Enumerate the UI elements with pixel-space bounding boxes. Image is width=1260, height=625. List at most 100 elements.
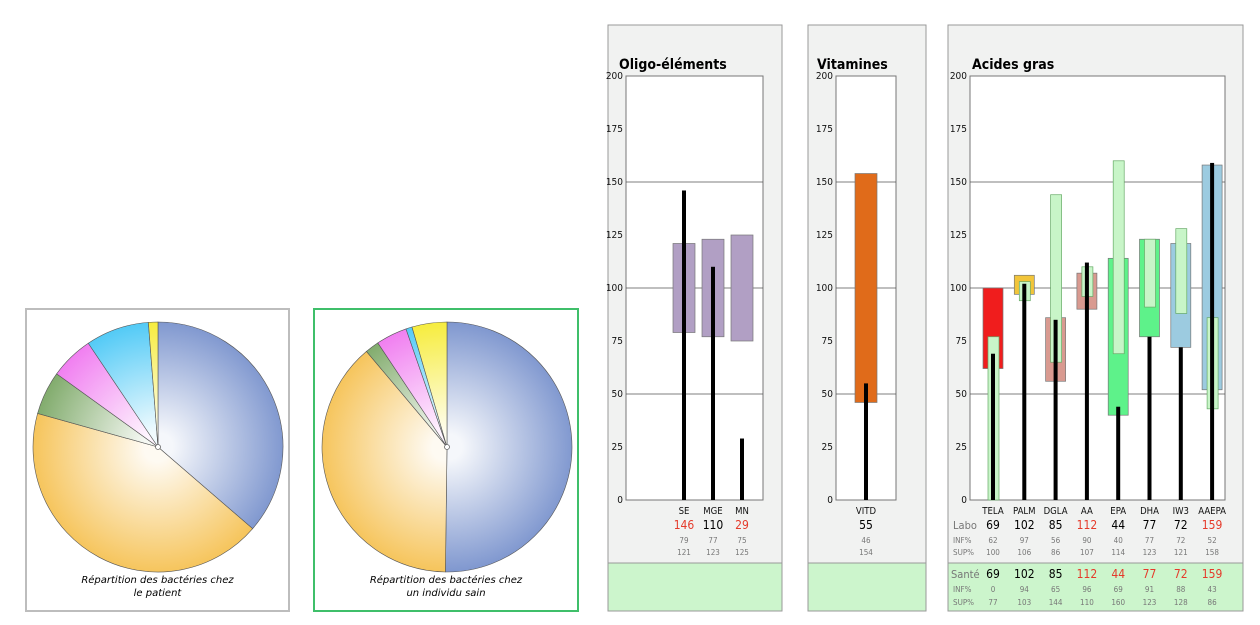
labo-value: 112 xyxy=(1077,518,1098,532)
panel-title: Oligo-éléments xyxy=(619,57,727,73)
pie-slice xyxy=(445,321,573,573)
labo-value: 29 xyxy=(735,518,749,532)
pie-caption-healthy: Répartition des bactéries chez un indivi… xyxy=(315,574,577,600)
sup-value: 123 xyxy=(706,548,720,557)
category-label: DGLA xyxy=(1044,506,1068,517)
panel-footer xyxy=(607,562,783,612)
pie-card-healthy: Répartition des bactéries chez un indivi… xyxy=(313,308,579,612)
sante-sup-value: 160 xyxy=(1111,598,1125,607)
y-tick-label: 200 xyxy=(606,71,623,82)
pie-caption-line2: un individu sain xyxy=(406,588,486,599)
sante-value: 69 xyxy=(986,567,1000,581)
y-tick-label: 200 xyxy=(816,71,833,82)
category-label: TELA xyxy=(981,506,1004,517)
pie-slice xyxy=(321,350,448,573)
sante-inf-value: 69 xyxy=(1114,585,1124,594)
category-label: EPA xyxy=(1110,506,1126,517)
row-label-inf: INF% xyxy=(953,536,972,545)
y-tick-label: 50 xyxy=(956,389,968,400)
panel-footer xyxy=(947,562,1244,612)
sante-sup-value: 123 xyxy=(1143,598,1157,607)
y-tick-label: 175 xyxy=(950,124,967,135)
sante-value: 72 xyxy=(1174,567,1188,581)
panel-footer xyxy=(807,562,927,612)
value-bar xyxy=(711,266,715,500)
sante-value: 44 xyxy=(1111,567,1125,581)
value-bar xyxy=(1116,406,1121,500)
pie-card-patient: Répartition des bactéries chez le patien… xyxy=(25,308,290,612)
inf-value: 97 xyxy=(1020,536,1029,545)
y-tick-label: 75 xyxy=(612,336,623,347)
row-label-sup: SUP% xyxy=(953,548,974,557)
y-tick-label: 175 xyxy=(606,124,623,135)
value-bar xyxy=(1022,283,1027,500)
sante-range-box xyxy=(1144,238,1156,308)
category-label: MN xyxy=(735,506,749,517)
panel-title: Vitamines xyxy=(817,57,888,73)
labo-value: 72 xyxy=(1174,518,1188,532)
inf-value: 56 xyxy=(1051,536,1061,545)
pie-slice xyxy=(411,321,448,448)
sante-sup-value: 110 xyxy=(1080,598,1094,607)
pie-slice xyxy=(32,413,254,573)
sup-value: 106 xyxy=(1017,548,1031,557)
range-box xyxy=(730,234,754,342)
category-label: PALM xyxy=(1013,506,1036,517)
category-label: MGE xyxy=(703,506,722,517)
value-bar xyxy=(1084,262,1089,500)
sante-inf-value: 96 xyxy=(1082,585,1092,594)
sante-inf-value: 88 xyxy=(1176,585,1186,594)
labo-value: 159 xyxy=(1202,518,1223,532)
y-tick-label: 100 xyxy=(606,283,623,294)
panel-oligo-elements: Oligo-éléments 0 25 50 75 100 125 150 175 200 SE14… xyxy=(606,24,783,612)
sante-inf-value: 91 xyxy=(1145,585,1154,594)
y-tick-label: 0 xyxy=(617,495,623,506)
sante-inf-value: 43 xyxy=(1208,585,1217,594)
pie-center-dot xyxy=(444,444,450,450)
category-label: DHA xyxy=(1140,506,1159,517)
labo-value: 44 xyxy=(1111,518,1125,532)
sante-value: 102 xyxy=(1014,567,1035,581)
category-label: SE xyxy=(679,506,690,517)
inf-value: 62 xyxy=(988,536,997,545)
category-label: AA xyxy=(1081,506,1093,517)
value-bar xyxy=(1210,162,1215,501)
y-tick-label: 25 xyxy=(612,442,623,453)
value-bar xyxy=(1178,347,1183,500)
sante-inf-value: 0 xyxy=(991,585,996,594)
labo-value: 55 xyxy=(859,518,873,532)
sante-sup-value: 77 xyxy=(988,598,997,607)
sup-value: 125 xyxy=(735,548,749,557)
value-bar xyxy=(1053,319,1058,500)
sante-value: 112 xyxy=(1077,567,1098,581)
panel-title: Acides gras xyxy=(972,57,1054,73)
inf-value: 77 xyxy=(708,536,717,545)
category-label: IW3 xyxy=(1173,506,1189,517)
inf-value: 46 xyxy=(861,536,871,545)
inf-value: 75 xyxy=(737,536,746,545)
inf-value: 79 xyxy=(679,536,689,545)
y-tick-label: 100 xyxy=(950,283,967,294)
y-tick-label: 0 xyxy=(827,495,833,506)
sup-value: 121 xyxy=(677,548,691,557)
pie-center-dot xyxy=(155,444,161,450)
panel-acides-gras: Acides gras0255075100125150175200TELA696… xyxy=(947,24,1244,612)
pie-slice xyxy=(157,321,284,530)
sante-range-box xyxy=(1112,160,1125,355)
range-box xyxy=(854,173,878,403)
sante-inf-value: 65 xyxy=(1051,585,1060,594)
sup-value: 154 xyxy=(859,548,873,557)
y-tick-label: 150 xyxy=(816,177,833,188)
y-tick-label: 125 xyxy=(816,230,833,241)
pie-chart-patient xyxy=(32,321,284,573)
y-tick-label: 50 xyxy=(822,389,834,400)
sup-value: 121 xyxy=(1174,548,1188,557)
pie-caption-line1: Répartition des bactéries chez xyxy=(369,575,523,586)
pie-caption-patient: Répartition des bactéries chez le patien… xyxy=(27,574,288,600)
labo-value: 69 xyxy=(986,518,1000,532)
pie-caption-line1: Répartition des bactéries chez xyxy=(81,575,234,586)
pie-caption-line2: le patient xyxy=(133,588,182,599)
y-tick-label: 125 xyxy=(950,230,967,241)
